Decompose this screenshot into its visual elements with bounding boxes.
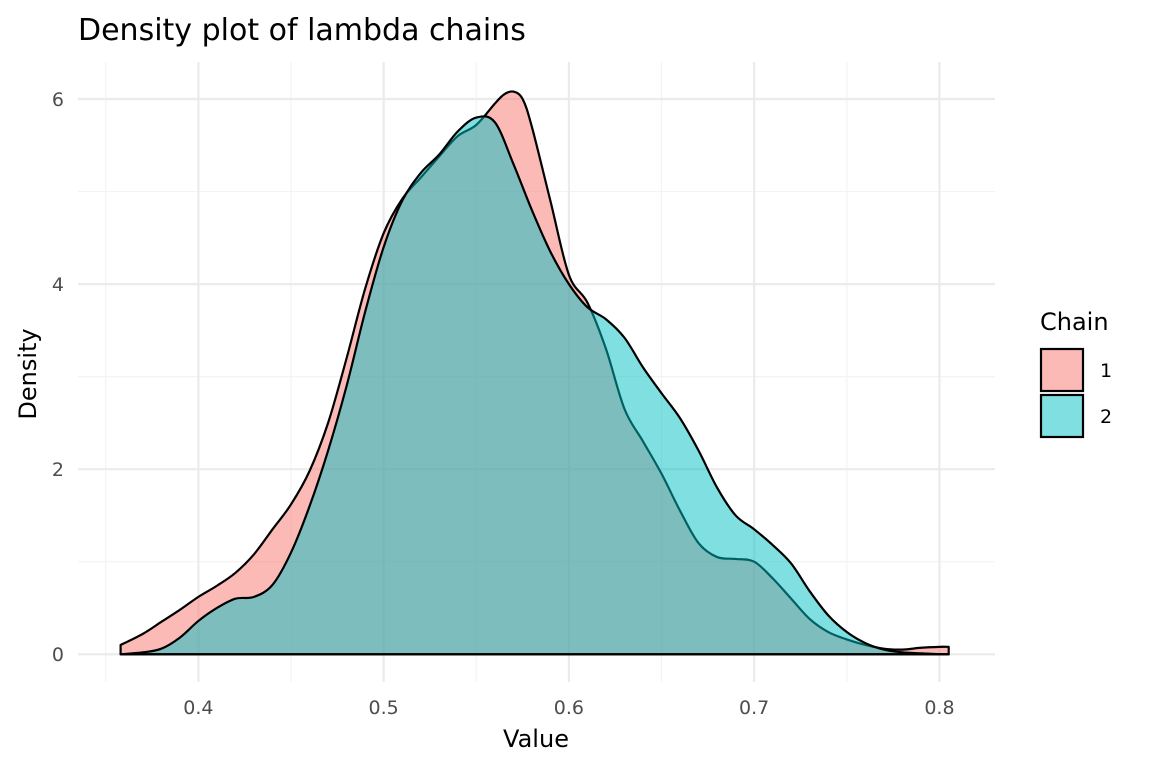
y-tick-label: 6 [52, 89, 64, 111]
tick-labels: 0.4 0.5 0.6 0.7 0.8 0 2 4 6 [52, 89, 955, 719]
x-tick-label: 0.8 [924, 697, 954, 719]
density-series [119, 90, 950, 656]
legend-title: Chain [1040, 308, 1109, 336]
legend-key-chain-1 [1039, 347, 1085, 393]
y-axis-title: Density [14, 328, 42, 419]
y-tick-label: 2 [52, 459, 64, 481]
legend-key-chain-2 [1039, 393, 1085, 439]
y-tick-label: 4 [52, 274, 64, 296]
x-tick-label: 0.4 [183, 697, 213, 719]
chart-title: Density plot of lambda chains [78, 13, 526, 48]
density-area-chain-2 [119, 115, 950, 656]
legend: Chain 12 [1039, 308, 1112, 439]
x-tick-label: 0.7 [739, 697, 769, 719]
y-tick-label: 0 [52, 644, 64, 666]
legend-label-chain-1: 1 [1100, 360, 1112, 382]
x-tick-label: 0.6 [554, 697, 584, 719]
x-axis-title: Value [503, 725, 569, 753]
legend-items: 12 [1039, 347, 1112, 439]
legend-label-chain-2: 2 [1100, 406, 1112, 428]
x-tick-label: 0.5 [369, 697, 399, 719]
